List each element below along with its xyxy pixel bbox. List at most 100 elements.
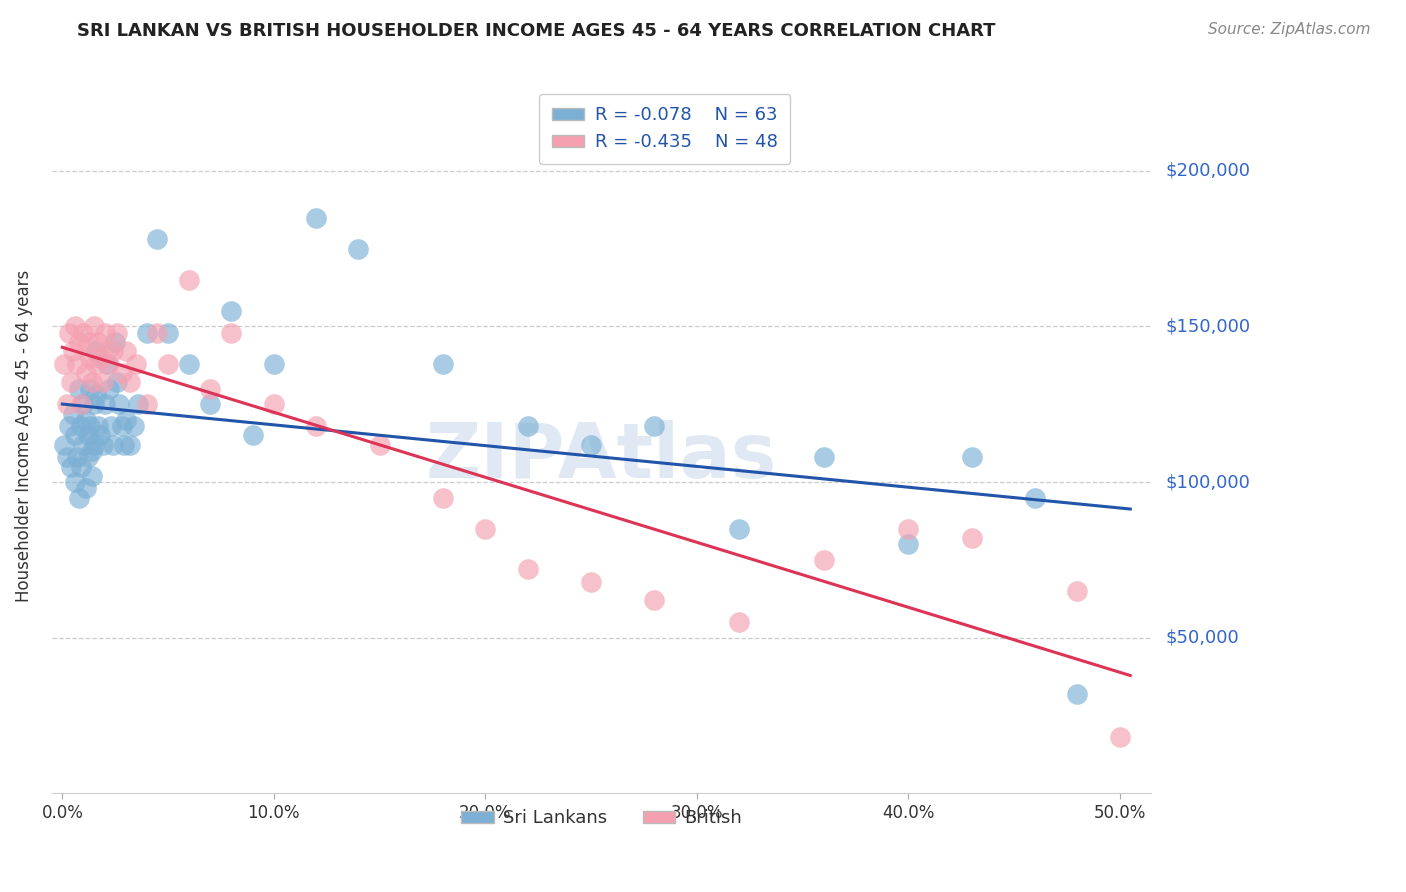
- Point: [96, 344, 118, 359]
- Text: $200,000: $200,000: [1166, 161, 1250, 180]
- Point: [728, 522, 751, 536]
- Point: [97, 357, 120, 371]
- Point: [70, 397, 93, 411]
- Point: [105, 326, 128, 340]
- Point: [76, 450, 98, 465]
- Point: [75, 366, 97, 380]
- Point: [368, 438, 391, 452]
- Point: [80, 376, 103, 390]
- Point: [76, 428, 98, 442]
- Point: [579, 438, 602, 452]
- Point: [66, 450, 89, 465]
- Text: ZIPAtlas: ZIPAtlas: [426, 420, 778, 494]
- Point: [84, 357, 107, 371]
- Point: [70, 459, 93, 474]
- Point: [76, 334, 98, 349]
- Point: [80, 444, 103, 458]
- Point: [79, 351, 101, 365]
- Point: [813, 553, 835, 567]
- Point: [63, 475, 86, 489]
- Point: [63, 319, 86, 334]
- Point: [242, 428, 264, 442]
- Point: [53, 357, 76, 371]
- Point: [105, 376, 128, 390]
- Point: [179, 273, 201, 287]
- Point: [118, 438, 141, 452]
- Point: [108, 397, 131, 411]
- Point: [55, 397, 77, 411]
- Point: [221, 304, 243, 318]
- Point: [643, 593, 665, 607]
- Point: [127, 397, 149, 411]
- Point: [72, 438, 94, 452]
- Point: [93, 326, 115, 340]
- Point: [960, 450, 983, 465]
- Text: SRI LANKAN VS BRITISH HOUSEHOLDER INCOME AGES 45 - 64 YEARS CORRELATION CHART: SRI LANKAN VS BRITISH HOUSEHOLDER INCOME…: [77, 22, 995, 40]
- Point: [75, 413, 97, 427]
- Point: [83, 438, 105, 452]
- Point: [125, 357, 148, 371]
- Point: [897, 522, 920, 536]
- Text: Source: ZipAtlas.com: Source: ZipAtlas.com: [1208, 22, 1371, 37]
- Point: [72, 397, 94, 411]
- Point: [643, 419, 665, 434]
- Point: [1108, 731, 1130, 745]
- Point: [79, 382, 101, 396]
- Point: [157, 357, 180, 371]
- Point: [58, 419, 80, 434]
- Point: [728, 615, 751, 629]
- Point: [101, 344, 124, 359]
- Point: [1024, 491, 1046, 505]
- Point: [96, 357, 118, 371]
- Point: [516, 562, 538, 576]
- Point: [66, 357, 89, 371]
- Point: [101, 438, 124, 452]
- Point: [347, 242, 370, 256]
- Point: [200, 382, 222, 396]
- Point: [960, 531, 983, 545]
- Point: [305, 419, 328, 434]
- Point: [100, 419, 122, 434]
- Point: [83, 397, 105, 411]
- Point: [67, 382, 90, 396]
- Point: [114, 344, 136, 359]
- Point: [263, 357, 285, 371]
- Point: [67, 491, 90, 505]
- Point: [135, 326, 157, 340]
- Point: [516, 419, 538, 434]
- Point: [118, 376, 141, 390]
- Point: [58, 326, 80, 340]
- Point: [112, 438, 135, 452]
- Point: [62, 344, 84, 359]
- Point: [1066, 687, 1088, 701]
- Point: [110, 419, 132, 434]
- Point: [84, 344, 107, 359]
- Point: [110, 366, 132, 380]
- Point: [221, 326, 243, 340]
- Point: [59, 459, 82, 474]
- Point: [53, 438, 76, 452]
- Point: [79, 419, 101, 434]
- Point: [179, 357, 201, 371]
- Text: $100,000: $100,000: [1166, 473, 1250, 491]
- Point: [75, 481, 97, 495]
- Point: [93, 397, 115, 411]
- Point: [474, 522, 496, 536]
- Point: [84, 388, 107, 402]
- Point: [70, 419, 93, 434]
- Point: [897, 537, 920, 551]
- Point: [87, 419, 110, 434]
- Point: [59, 376, 82, 390]
- Point: [135, 397, 157, 411]
- Point: [83, 319, 105, 334]
- Point: [813, 450, 835, 465]
- Point: [87, 334, 110, 349]
- Point: [1066, 584, 1088, 599]
- Point: [305, 211, 328, 225]
- Point: [89, 351, 111, 365]
- Text: $150,000: $150,000: [1166, 318, 1250, 335]
- Point: [91, 438, 114, 452]
- Point: [157, 326, 180, 340]
- Point: [122, 419, 145, 434]
- Point: [579, 574, 602, 589]
